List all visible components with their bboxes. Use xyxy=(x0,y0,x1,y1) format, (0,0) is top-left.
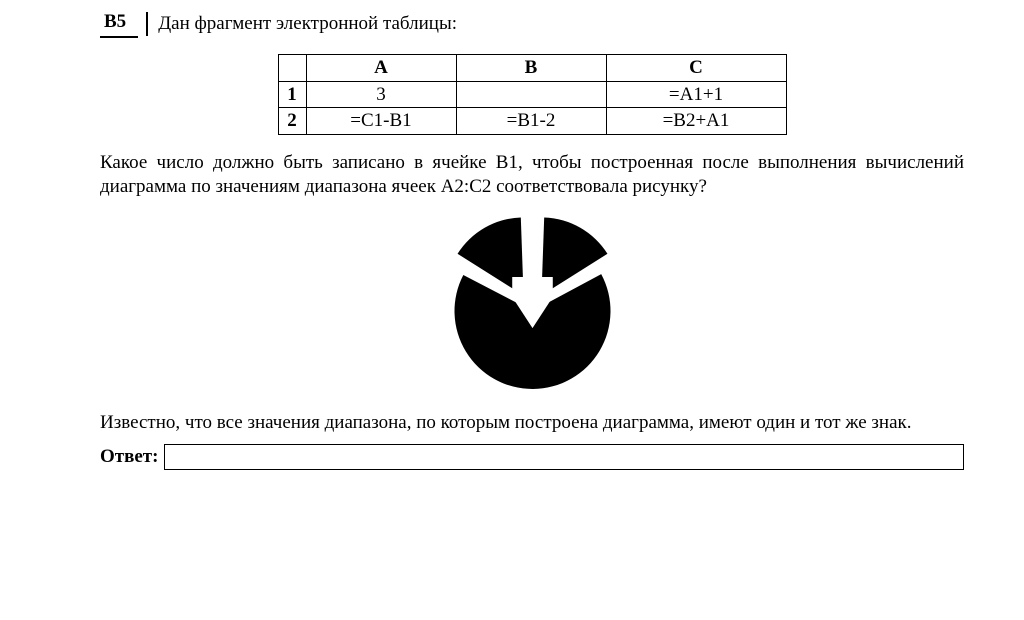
col-header-c: C xyxy=(606,54,786,81)
corner-cell xyxy=(278,54,306,81)
answer-row: Ответ: xyxy=(100,444,964,470)
table-header-row: A B C xyxy=(278,54,786,81)
spreadsheet-table: A B C 1 3 =A1+1 2 =C1-B1 =B1-2 =B2+A1 xyxy=(278,54,787,135)
cell-c2: =B2+A1 xyxy=(606,108,786,135)
cell-a1: 3 xyxy=(306,81,456,108)
note-text: Известно, что все значения диапазона, по… xyxy=(100,411,964,435)
row-header: 2 xyxy=(278,108,306,135)
answer-label: Ответ: xyxy=(100,445,158,469)
cell-b2: =B1-2 xyxy=(456,108,606,135)
answer-input-box[interactable] xyxy=(164,444,964,470)
task-header: B5 Дан фрагмент электронной таблицы: xyxy=(100,12,964,40)
task-intro: Дан фрагмент электронной таблицы: xyxy=(158,12,457,36)
cell-c1: =A1+1 xyxy=(606,81,786,108)
cell-b1 xyxy=(456,81,606,108)
row-header: 1 xyxy=(278,81,306,108)
task-number: B5 xyxy=(100,10,138,38)
col-header-b: B xyxy=(456,54,606,81)
pie-chart-wrap xyxy=(100,205,964,405)
table-row: 2 =C1-B1 =B1-2 =B2+A1 xyxy=(278,108,786,135)
pie-chart xyxy=(420,205,645,405)
cell-a2: =C1-B1 xyxy=(306,108,456,135)
col-header-a: A xyxy=(306,54,456,81)
table-row: 1 3 =A1+1 xyxy=(278,81,786,108)
divider xyxy=(146,12,148,36)
question-text: Какое число должно быть записано в ячейк… xyxy=(100,151,964,199)
spreadsheet-wrap: A B C 1 3 =A1+1 2 =C1-B1 =B1-2 =B2+A1 xyxy=(100,54,964,135)
